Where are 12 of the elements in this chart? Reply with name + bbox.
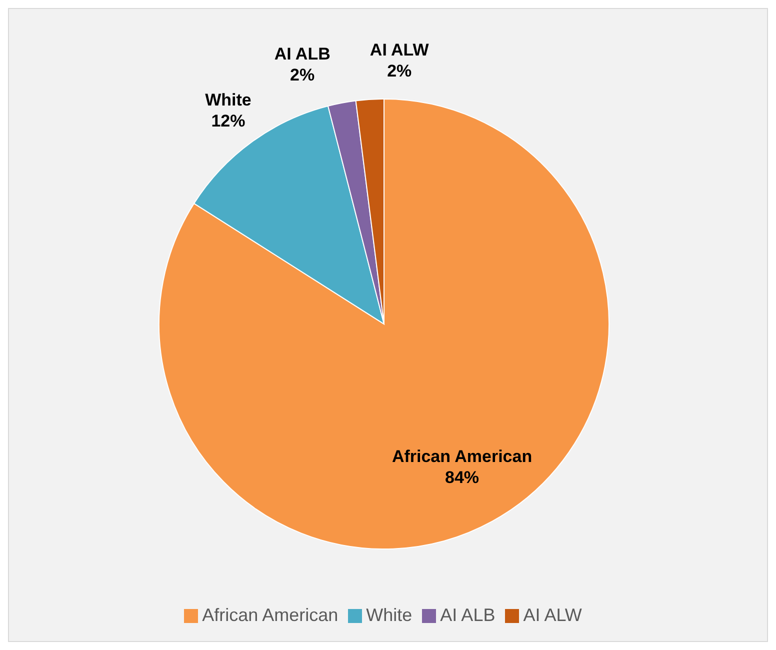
data-label: 2% <box>290 66 315 85</box>
data-label: 84% <box>445 468 480 487</box>
data-label: 2% <box>387 62 412 81</box>
slice-label: African American <box>392 446 532 466</box>
data-label: 12% <box>211 112 246 131</box>
slice-label: AI ALB <box>274 44 330 64</box>
slice-label: AI ALW <box>370 40 430 60</box>
legend-label: African American <box>202 605 338 625</box>
slice-label: White <box>205 90 252 110</box>
legend-label: White <box>366 605 412 625</box>
legend-label: AI ALW <box>523 605 582 625</box>
legend-label: AI ALB <box>440 605 496 625</box>
